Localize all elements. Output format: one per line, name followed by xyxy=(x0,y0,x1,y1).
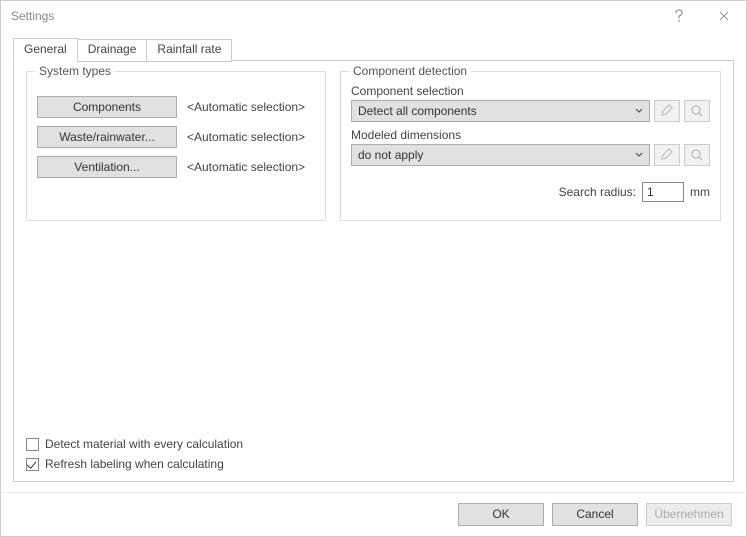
tab-label: General xyxy=(24,42,67,56)
apply-button[interactable]: Übernehmen xyxy=(646,503,732,526)
button-label: OK xyxy=(492,507,509,521)
eyedropper-icon xyxy=(660,104,674,118)
ok-button[interactable]: OK xyxy=(458,503,544,526)
search-radius-unit: mm xyxy=(690,185,710,199)
eyedropper-button[interactable] xyxy=(654,144,680,166)
eyedropper-icon xyxy=(660,148,674,162)
button-label: Waste/rainwater... xyxy=(59,130,155,144)
modeled-dimensions-row: do not apply xyxy=(351,144,710,166)
component-selection-label: Component selection xyxy=(351,84,710,98)
waste-rainwater-button[interactable]: Waste/rainwater... xyxy=(37,126,177,148)
tab-label: Drainage xyxy=(88,42,137,56)
dialog-footer: OK Cancel Übernehmen xyxy=(1,492,746,536)
tab-general[interactable]: General xyxy=(13,38,78,61)
system-type-row: Ventilation... <Automatic selection> xyxy=(37,156,315,178)
settings-dialog: Settings General Drainage Rainfall rate xyxy=(0,0,747,537)
selection-value: <Automatic selection> xyxy=(187,160,305,174)
tab-drainage[interactable]: Drainage xyxy=(77,39,148,62)
cancel-button[interactable]: Cancel xyxy=(552,503,638,526)
search-button[interactable] xyxy=(684,100,710,122)
component-selection-dropdown[interactable]: Detect all components xyxy=(351,100,650,122)
tab-strip: General Drainage Rainfall rate xyxy=(13,37,734,60)
refresh-labeling-checkbox-row: Refresh labeling when calculating xyxy=(26,457,721,471)
window-title: Settings xyxy=(11,9,656,23)
tab-rainfall-rate[interactable]: Rainfall rate xyxy=(146,39,232,62)
button-label: Ventilation... xyxy=(74,160,139,174)
tab-panel-general: System types Components <Automatic selec… xyxy=(13,60,734,482)
search-radius-label: Search radius: xyxy=(559,185,636,199)
selection-value: <Automatic selection> xyxy=(187,100,305,114)
checkbox-area: Detect material with every calculation R… xyxy=(26,331,721,471)
groupbox-legend: System types xyxy=(35,64,115,78)
tab-label: Rainfall rate xyxy=(157,42,221,56)
close-icon xyxy=(719,11,729,21)
search-button[interactable] xyxy=(684,144,710,166)
button-label: Components xyxy=(73,100,141,114)
help-button[interactable] xyxy=(656,1,701,31)
groupbox-system-types: System types Components <Automatic selec… xyxy=(26,71,326,221)
eyedropper-button[interactable] xyxy=(654,100,680,122)
component-selection-row: Detect all components xyxy=(351,100,710,122)
search-radius-row: Search radius: 1 mm xyxy=(351,182,710,202)
ventilation-button[interactable]: Ventilation... xyxy=(37,156,177,178)
help-icon xyxy=(674,9,684,23)
modeled-dimensions-dropdown[interactable]: do not apply xyxy=(351,144,650,166)
chevron-down-icon xyxy=(635,152,643,158)
top-row: System types Components <Automatic selec… xyxy=(26,71,721,221)
input-value: 1 xyxy=(647,185,654,199)
modeled-dimensions-label: Modeled dimensions xyxy=(351,128,710,142)
components-button[interactable]: Components xyxy=(37,96,177,118)
system-type-row: Components <Automatic selection> xyxy=(37,96,315,118)
dropdown-value: Detect all components xyxy=(358,104,477,118)
chevron-down-icon xyxy=(635,108,643,114)
detect-material-checkbox[interactable] xyxy=(26,438,39,451)
system-type-row: Waste/rainwater... <Automatic selection> xyxy=(37,126,315,148)
detect-material-checkbox-row: Detect material with every calculation xyxy=(26,437,721,451)
groupbox-legend: Component detection xyxy=(349,64,471,78)
groupbox-component-detection: Component detection Component selection … xyxy=(340,71,721,221)
button-label: Cancel xyxy=(576,507,613,521)
checkbox-label: Detect material with every calculation xyxy=(45,437,243,451)
selection-value: <Automatic selection> xyxy=(187,130,305,144)
magnifier-icon xyxy=(690,148,704,162)
dropdown-value: do not apply xyxy=(358,148,423,162)
client-area: General Drainage Rainfall rate System ty… xyxy=(1,31,746,492)
button-label: Übernehmen xyxy=(654,507,723,521)
close-button[interactable] xyxy=(701,1,746,31)
titlebar: Settings xyxy=(1,1,746,31)
magnifier-icon xyxy=(690,104,704,118)
search-radius-input[interactable]: 1 xyxy=(642,182,684,202)
refresh-labeling-checkbox[interactable] xyxy=(26,458,39,471)
checkbox-label: Refresh labeling when calculating xyxy=(45,457,224,471)
